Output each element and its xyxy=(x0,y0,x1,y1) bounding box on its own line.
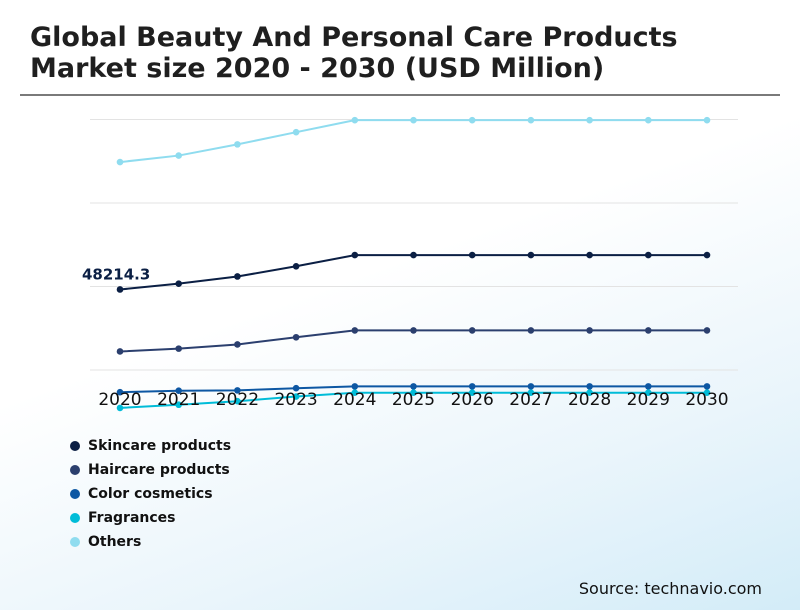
data-point-color-cosmetics xyxy=(468,383,476,390)
x-axis-tick-labels: 2020 2021 2022 2023 2024 2025 2026 2027 2028 2029… xyxy=(98,390,728,410)
legend-marker-icon xyxy=(70,441,80,451)
data-point-others xyxy=(586,116,593,124)
data-point-skincare-products xyxy=(645,251,652,259)
x-tick-label: 2025 xyxy=(392,390,435,410)
data-point-fragrances xyxy=(116,404,124,412)
data-point-skincare-products xyxy=(410,251,417,259)
x-tick-label: 2026 xyxy=(451,390,494,410)
legend-label: Skincare products xyxy=(88,438,232,454)
series-lines xyxy=(119,119,707,409)
data-point-fragrances xyxy=(351,389,359,397)
data-point-color-cosmetics xyxy=(586,383,593,390)
legend-marker-icon xyxy=(70,489,80,499)
legend-label: Color cosmetics xyxy=(88,486,213,502)
data-point-color-cosmetics xyxy=(351,383,359,390)
data-point-fragrances xyxy=(703,389,711,397)
legend-label: Others xyxy=(88,534,142,550)
data-point-color-cosmetics xyxy=(116,388,124,396)
data-point-others xyxy=(703,116,711,124)
data-label: 48214.3 xyxy=(82,265,150,283)
data-point-others xyxy=(292,128,300,136)
data-point-fragrances xyxy=(527,389,535,397)
data-point-skincare-products xyxy=(234,273,241,280)
legend-item-fragrances: Fragrances xyxy=(70,506,231,530)
source-credit: Source: technavio.com xyxy=(578,579,762,598)
data-point-haircare-products xyxy=(292,333,300,341)
data-point-color-cosmetics xyxy=(410,383,417,390)
data-point-fragrances xyxy=(468,389,476,397)
data-point-color-cosmetics xyxy=(645,383,652,390)
data-point-color-cosmetics xyxy=(703,383,711,390)
data-point-fragrances xyxy=(292,393,300,400)
data-point-haircare-products xyxy=(234,341,241,348)
data-point-others xyxy=(468,116,476,124)
legend-marker-icon xyxy=(70,513,80,523)
data-point-skincare-products xyxy=(175,280,182,287)
data-point-haircare-products xyxy=(703,327,711,334)
data-point-color-cosmetics xyxy=(292,384,300,392)
x-tick-label: 2023 xyxy=(274,390,317,410)
legend-item-haircare-products: Haircare products xyxy=(70,458,231,482)
legend-label: Haircare products xyxy=(88,462,230,478)
data-point-others xyxy=(527,116,535,124)
data-point-fragrances xyxy=(645,389,652,397)
x-tick-label: 2022 xyxy=(216,390,259,410)
x-tick-label: 2028 xyxy=(568,390,611,410)
legend-item-others: Others xyxy=(70,530,231,554)
x-tick-label: 2020 xyxy=(98,390,141,410)
data-point-others xyxy=(116,158,124,166)
data-point-haircare-products xyxy=(116,348,124,355)
data-point-color-cosmetics xyxy=(175,387,182,395)
legend-marker-icon xyxy=(70,537,80,547)
data-point-skincare-products xyxy=(116,286,124,293)
series-points xyxy=(116,116,711,412)
line-chart: 2020 2021 2022 2023 2024 2025 2026 2027 2028 2029… xyxy=(82,116,738,412)
x-tick-label: 2021 xyxy=(157,390,200,410)
x-tick-label: 2030 xyxy=(685,390,728,410)
legend-item-skincare-products: Skincare products xyxy=(70,434,231,458)
data-point-haircare-products xyxy=(645,327,652,334)
data-point-others xyxy=(645,116,652,124)
series-line-skincare-products xyxy=(119,254,707,291)
legend-item-color-cosmetics: Color cosmetics xyxy=(70,482,231,506)
data-point-others xyxy=(175,152,182,159)
data-point-haircare-products xyxy=(527,327,535,334)
data-point-haircare-products xyxy=(351,327,359,334)
data-point-fragrances xyxy=(410,389,417,397)
data-point-haircare-products xyxy=(175,345,182,352)
data-point-skincare-products xyxy=(468,251,476,259)
data-point-others xyxy=(234,141,241,148)
data-point-skincare-products xyxy=(703,251,711,259)
data-point-skincare-products xyxy=(292,262,300,270)
data-point-fragrances xyxy=(175,401,182,409)
data-point-haircare-products xyxy=(468,327,476,334)
data-point-skincare-products xyxy=(527,251,535,259)
data-point-haircare-products xyxy=(410,327,417,334)
series-line-others xyxy=(119,119,707,164)
data-point-haircare-products xyxy=(586,327,593,334)
data-point-fragrances xyxy=(234,397,241,405)
data-point-others xyxy=(410,116,417,124)
data-point-skincare-products xyxy=(351,251,359,259)
data-point-fragrances xyxy=(586,389,593,397)
legend-marker-icon xyxy=(70,465,80,475)
legend: Skincare products Haircare products Color … xyxy=(70,434,231,554)
data-labels: 48214.3 xyxy=(82,265,150,283)
data-point-others xyxy=(351,116,359,124)
data-point-color-cosmetics xyxy=(234,387,241,394)
data-point-color-cosmetics xyxy=(527,383,535,390)
x-tick-label: 2024 xyxy=(333,390,376,410)
legend-label: Fragrances xyxy=(88,510,176,526)
x-tick-label: 2029 xyxy=(627,390,670,410)
chart-title: Global Beauty And Personal Care Products… xyxy=(30,22,678,84)
title-divider xyxy=(20,94,780,96)
data-point-skincare-products xyxy=(586,251,593,259)
x-tick-label: 2027 xyxy=(509,390,552,410)
